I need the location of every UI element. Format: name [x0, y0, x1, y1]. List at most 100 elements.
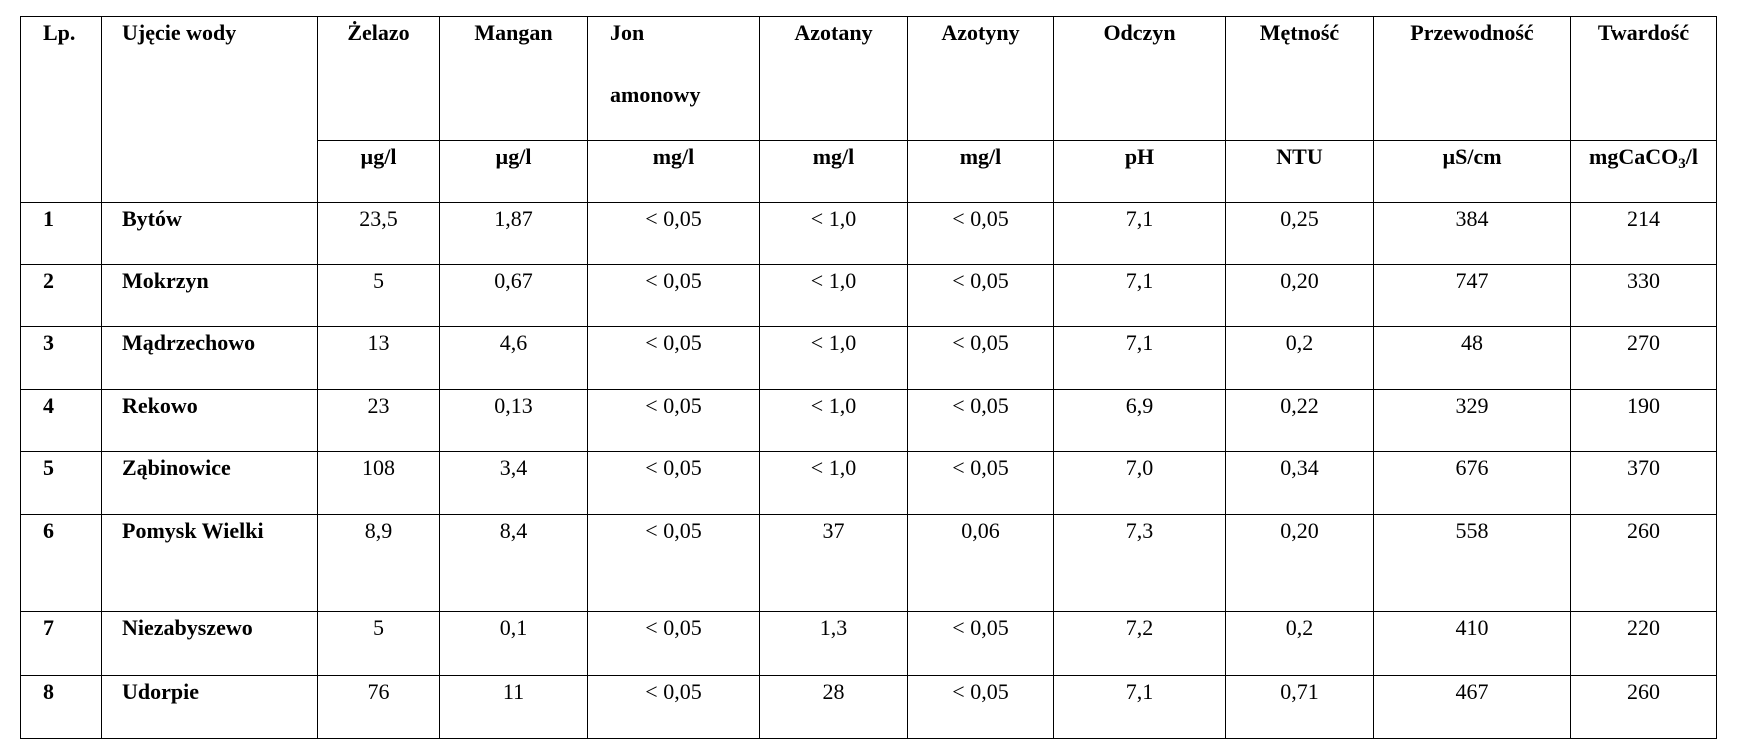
cell-zelazo: 76	[317, 675, 440, 739]
cell-przewodnosc: 410	[1373, 611, 1571, 676]
cell-lp: 2	[20, 264, 102, 327]
cell-jon: < 0,05	[587, 675, 760, 739]
table-row: 5 Ząbinowice 108 3,4 < 0,05 < 1,0 < 0,05 7,0 0,3…	[20, 451, 1717, 515]
cell-twardosc: 214	[1570, 202, 1717, 265]
cell-ujecie-wody-text: Mokrzyn	[122, 268, 209, 293]
cell-twardosc: 330	[1570, 264, 1717, 327]
cell-azotyny: < 0,05	[907, 611, 1054, 676]
water-quality-table: Lp. Ujęcie wody Żelazo Mangan Jon amonow…	[20, 16, 1717, 739]
header-mangan: Mangan	[439, 16, 588, 141]
cell-metnosc: 0,71	[1225, 675, 1374, 739]
cell-twardosc: 270	[1570, 326, 1717, 390]
cell-odczyn: 7,2	[1053, 611, 1226, 676]
cell-zelazo: 5	[317, 264, 440, 327]
unit-mangan: µg/l	[439, 140, 588, 203]
cell-przewodnosc: 329	[1373, 389, 1571, 452]
cell-lp: 7	[20, 611, 102, 676]
cell-przewodnosc: 467	[1373, 675, 1571, 739]
header-przewodnosc: Przewodność	[1373, 16, 1571, 141]
cell-mangan: 4,6	[439, 326, 588, 390]
cell-odczyn: 7,1	[1053, 202, 1226, 265]
header-ujecie-wody: Ujęcie wody	[101, 16, 318, 203]
cell-twardosc: 190	[1570, 389, 1717, 452]
cell-jon: < 0,05	[587, 514, 760, 612]
cell-ujecie-wody-text: Mądrzechowo	[122, 330, 256, 355]
cell-mangan: 8,4	[439, 514, 588, 612]
cell-azotyny: < 0,05	[907, 202, 1054, 265]
cell-metnosc: 0,22	[1225, 389, 1374, 452]
header-odczyn: Odczyn	[1053, 16, 1226, 141]
cell-azotyny: < 0,05	[907, 675, 1054, 739]
cell-mangan: 0,1	[439, 611, 588, 676]
table-body: 1 Bytów 23,5 1,87 < 0,05 < 1,0 < 0,05 7,1 0,25 38…	[20, 202, 1717, 739]
cell-twardosc: 260	[1570, 675, 1717, 739]
cell-twardosc: 370	[1570, 451, 1717, 515]
cell-przewodnosc: 384	[1373, 202, 1571, 265]
cell-jon: < 0,05	[587, 451, 760, 515]
cell-ujecie-wody-text: Ząbinowice	[122, 455, 231, 480]
cell-przewodnosc: 558	[1373, 514, 1571, 612]
cell-lp: 3	[20, 326, 102, 390]
cell-azotyny: < 0,05	[907, 389, 1054, 452]
cell-azotyny: < 0,05	[907, 451, 1054, 515]
cell-azotyny: < 0,05	[907, 326, 1054, 390]
cell-jon: < 0,05	[587, 611, 760, 676]
cell-lp: 5	[20, 451, 102, 515]
unit-azotyny: mg/l	[907, 140, 1054, 203]
cell-przewodnosc: 676	[1373, 451, 1571, 515]
header-zelazo: Żelazo	[317, 16, 440, 141]
cell-ujecie-wody: Bytów	[101, 202, 318, 265]
cell-mangan: 0,67	[439, 264, 588, 327]
cell-metnosc: 0,25	[1225, 202, 1374, 265]
cell-twardosc: 260	[1570, 514, 1717, 612]
unit-jon: mg/l	[587, 140, 760, 203]
cell-azotyny: 0,06	[907, 514, 1054, 612]
cell-ujecie-wody-text: Niezabyszewo	[122, 615, 253, 640]
header-jon-amonowy: Jon amonowy	[587, 16, 760, 141]
cell-odczyn: 6,9	[1053, 389, 1226, 452]
cell-azotany: 28	[759, 675, 908, 739]
cell-mangan: 1,87	[439, 202, 588, 265]
cell-ujecie-wody: Niezabyszewo	[101, 611, 318, 676]
cell-przewodnosc: 747	[1373, 264, 1571, 327]
table-row: 6 Pomysk Wielki 8,9 8,4 < 0,05 37 0,06 7,3 0,20 5…	[20, 514, 1717, 612]
cell-jon: < 0,05	[587, 389, 760, 452]
cell-azotany: < 1,0	[759, 326, 908, 390]
cell-ujecie-wody-text: Pomysk Wielki	[122, 518, 264, 543]
table-row: 3 Mądrzechowo 13 4,6 < 0,05 < 1,0 < 0,05 7,1 0,2…	[20, 326, 1717, 390]
cell-ujecie-wody: Mądrzechowo	[101, 326, 318, 390]
cell-ujecie-wody-text: Udorpie	[122, 679, 199, 704]
cell-azotany: 1,3	[759, 611, 908, 676]
unit-przewodnosc: µS/cm	[1373, 140, 1571, 203]
table-row: 8 Udorpie 76 11 < 0,05 28 < 0,05 7,1 0,71 467 260	[20, 675, 1717, 739]
header-twardosc: Twardość	[1570, 16, 1717, 141]
unit-twardosc-sub: 3	[1678, 156, 1686, 172]
cell-jon: < 0,05	[587, 326, 760, 390]
header-row: Lp. Ujęcie wody Żelazo Mangan Jon amonow…	[20, 16, 1717, 203]
header-jon-line2: amonowy	[610, 82, 701, 107]
cell-mangan: 11	[439, 675, 588, 739]
cell-lp: 6	[20, 514, 102, 612]
cell-zelazo: 8,9	[317, 514, 440, 612]
header-jon-line1: Jon	[610, 20, 645, 45]
cell-ujecie-wody-text: Bytów	[122, 206, 182, 231]
cell-ujecie-wody: Ząbinowice	[101, 451, 318, 515]
cell-azotyny: < 0,05	[907, 264, 1054, 327]
cell-mangan: 0,13	[439, 389, 588, 452]
unit-twardosc: mgCaCO3/l	[1570, 140, 1717, 203]
cell-ujecie-wody-text: Rekowo	[122, 393, 198, 418]
unit-twardosc-suffix: /l	[1685, 144, 1698, 169]
cell-twardosc: 220	[1570, 611, 1717, 676]
header-azotany: Azotany	[759, 16, 908, 141]
table-row: 1 Bytów 23,5 1,87 < 0,05 < 1,0 < 0,05 7,1 0,25 38…	[20, 202, 1717, 265]
unit-metnosc: NTU	[1225, 140, 1374, 203]
cell-zelazo: 13	[317, 326, 440, 390]
cell-jon: < 0,05	[587, 264, 760, 327]
unit-azotany: mg/l	[759, 140, 908, 203]
header-lp: Lp.	[20, 16, 102, 203]
table-row: 2 Mokrzyn 5 0,67 < 0,05 < 1,0 < 0,05 7,1 0,20 747…	[20, 264, 1717, 327]
cell-zelazo: 5	[317, 611, 440, 676]
cell-ujecie-wody: Mokrzyn	[101, 264, 318, 327]
cell-lp: 8	[20, 675, 102, 739]
header-metnosc: Mętność	[1225, 16, 1374, 141]
